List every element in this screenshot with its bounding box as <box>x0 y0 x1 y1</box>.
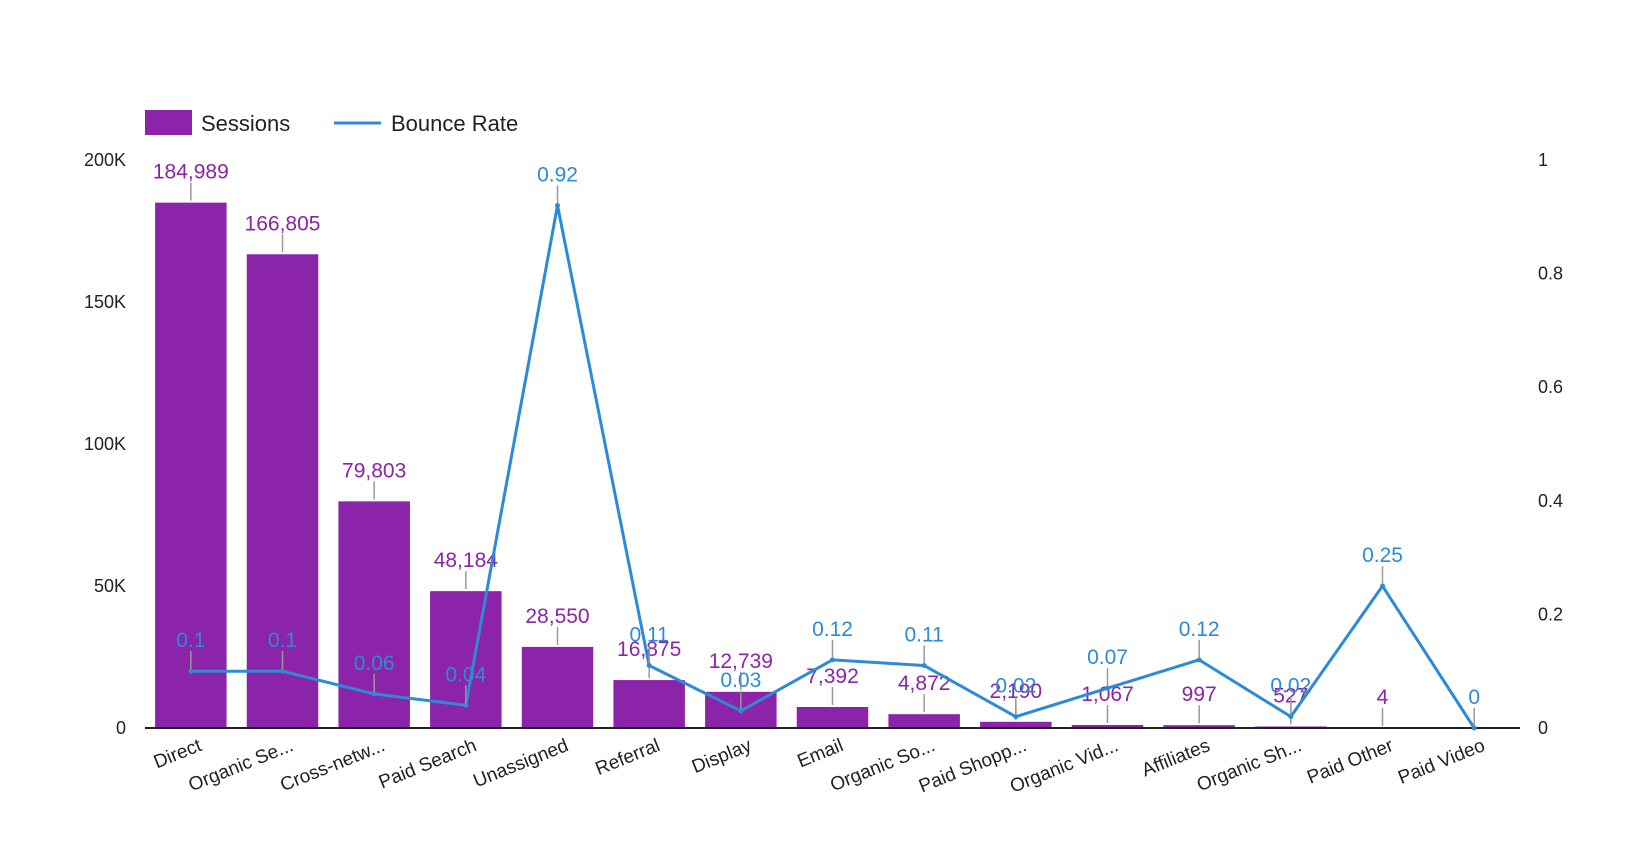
right-axis-tick-label: 0.8 <box>1538 264 1563 284</box>
x-axis-category-label: Organic Sh... <box>1194 735 1305 796</box>
sessions-data-label: 997 <box>1182 683 1217 706</box>
bounce-rate-data-label: 0.1 <box>176 629 205 652</box>
bounce-rate-point <box>1380 584 1385 589</box>
right-axis-tick-label: 0 <box>1538 718 1548 738</box>
bounce-rate-data-label: 0.11 <box>630 624 669 647</box>
bounce-rate-point <box>555 203 560 208</box>
chart-legend: Sessions Bounce Rate <box>145 110 518 136</box>
bounce-rate-data-label: 0.12 <box>812 618 853 641</box>
bounce-rate-point <box>1105 686 1110 691</box>
left-axis-tick-label: 100K <box>84 434 126 454</box>
bounce-rate-point <box>1472 726 1477 731</box>
x-axis-category-label: Paid Search <box>376 735 480 793</box>
bounce-rate-point <box>372 691 377 696</box>
bounce-rate-data-label: 0.07 <box>1087 646 1128 669</box>
bounce-rate-point <box>1197 657 1202 662</box>
bounce-rate-data-label: 0.25 <box>1362 544 1403 567</box>
sessions-data-label: 4 <box>1377 686 1389 709</box>
left-axis-tick-label: 50K <box>94 576 126 596</box>
sessions-data-label: 79,803 <box>342 459 406 482</box>
sessions-bar <box>522 647 594 728</box>
left-axis-tick-label: 0 <box>116 718 126 738</box>
right-y-axis: 0 0.2 0.4 0.6 0.8 1 <box>1538 150 1563 738</box>
right-axis-tick-label: 1 <box>1538 150 1548 170</box>
bounce-rate-point <box>188 669 193 674</box>
sessions-data-label: 166,805 <box>245 212 321 235</box>
x-axis-category-label: Cross-netw... <box>277 735 388 796</box>
x-axis-category-label: Display <box>689 735 755 778</box>
left-axis-tick-label: 200K <box>84 150 126 170</box>
bounce-rate-point <box>1288 714 1293 719</box>
sessions-bar <box>888 714 960 728</box>
x-axis-category-label: Paid Video <box>1395 735 1488 789</box>
bounce-rate-data-label: 0.1 <box>268 629 297 652</box>
x-axis-category-label: Paid Other <box>1304 735 1397 789</box>
right-axis-tick-label: 0.2 <box>1538 604 1563 624</box>
x-axis-category-label: Referral <box>593 735 664 780</box>
sessions-data-label: 28,550 <box>525 605 589 628</box>
left-axis-tick-label: 150K <box>84 292 126 312</box>
bounce-rate-data-label: 0.02 <box>995 675 1036 698</box>
sessions-bar <box>613 680 685 728</box>
legend-label-sessions: Sessions <box>201 111 290 136</box>
x-axis-category-label: Unassigned <box>470 735 571 792</box>
bounce-rate-data-label: 0.92 <box>537 163 578 186</box>
right-axis-tick-label: 0.6 <box>1538 377 1563 397</box>
bounce-rate-data-label: 0.06 <box>354 652 395 675</box>
x-axis-category-label: Organic Se... <box>186 735 297 796</box>
left-y-axis: 0 50K 100K 150K 200K <box>84 150 126 738</box>
bounce-rate-point <box>1013 714 1018 719</box>
x-axis-category-label: Direct <box>151 735 206 773</box>
right-axis-tick-label: 0.4 <box>1538 491 1563 511</box>
bounce-rate-data-label: 0 <box>1468 686 1480 709</box>
bounce-rate-data-label: 0.11 <box>905 624 944 647</box>
bounce-rate-data-label: 0.03 <box>720 669 761 692</box>
sessions-data-label: 48,184 <box>434 549 499 572</box>
bounce-rate-point <box>738 708 743 713</box>
bounce-rate-point <box>922 663 927 668</box>
bounce-rate-point <box>647 663 652 668</box>
legend-label-bounce-rate: Bounce Rate <box>391 111 518 136</box>
bounce-rate-data-label: 0.02 <box>1270 675 1311 698</box>
sessions-data-label: 184,989 <box>153 161 229 184</box>
legend-swatch-sessions <box>145 110 192 135</box>
sessions-data-labels: 184,989166,80579,80348,18428,55016,87512… <box>153 161 1389 726</box>
sessions-bar <box>797 707 869 728</box>
bounce-rate-data-label: 0.12 <box>1179 618 1220 641</box>
bounce-rate-point <box>830 657 835 662</box>
x-axis-category-label: Email <box>794 735 846 772</box>
bounce-rate-point <box>280 669 285 674</box>
bounce-rate-data-label: 0.04 <box>445 663 486 686</box>
bounce-rate-point <box>463 703 468 708</box>
